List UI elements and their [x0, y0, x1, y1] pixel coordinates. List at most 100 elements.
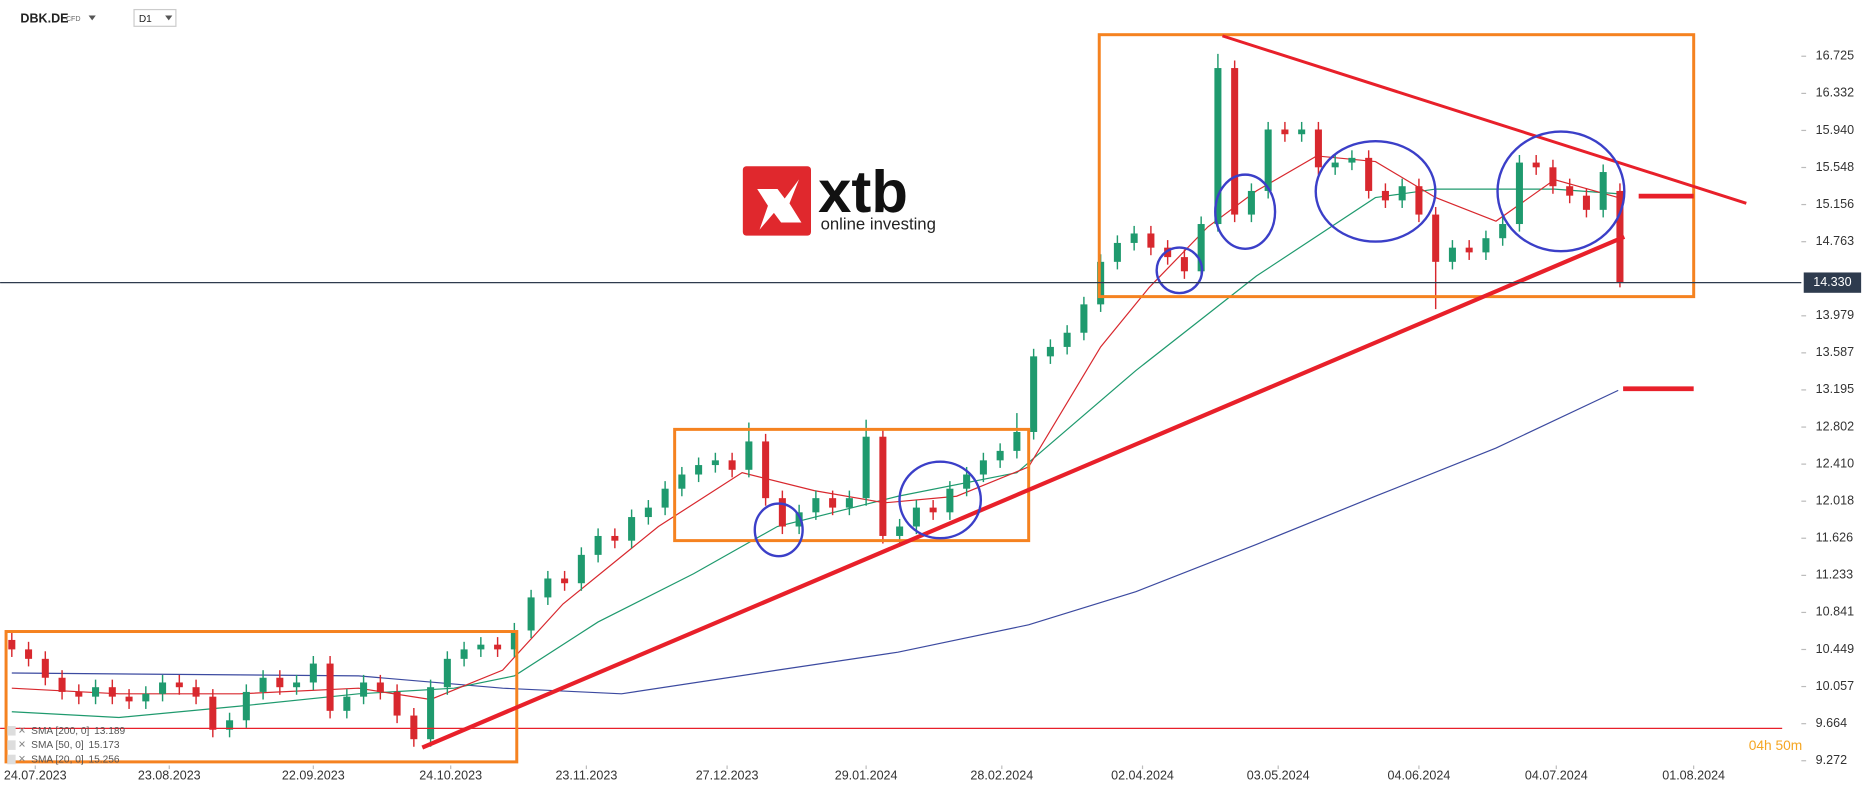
x-tick-label: 02.04.2024 — [1111, 769, 1174, 783]
sma-line — [11, 155, 1619, 701]
x-tick-label: 22.09.2023 — [282, 769, 345, 783]
countdown: 04h 50m — [1749, 738, 1803, 753]
toolbar: DBK.DE CFD D1 — [20, 8, 177, 27]
candle-body — [929, 507, 937, 513]
candle-body — [209, 696, 217, 730]
candle-body — [192, 687, 200, 697]
y-tick-label: 11.233 — [1816, 568, 1853, 582]
interval: D1 — [139, 14, 152, 25]
candle-body — [360, 682, 368, 697]
candle-body — [527, 597, 535, 631]
candle-body — [1432, 214, 1440, 262]
logo-tagline: online investing — [821, 214, 936, 233]
legend-icon — [7, 754, 16, 765]
candle-body — [1566, 186, 1574, 196]
candle-body — [661, 488, 669, 508]
candle-body — [1398, 186, 1406, 201]
last-price-label: 14.330 — [1813, 275, 1851, 289]
x-tick-label: 29.01.2024 — [835, 769, 898, 783]
candle-body — [1482, 238, 1490, 253]
y-tick-label: 15.156 — [1816, 197, 1854, 211]
candle-body — [410, 715, 418, 740]
x-tick-label: 23.11.2023 — [555, 769, 617, 783]
candle-body — [896, 526, 904, 536]
trend-line — [421, 234, 1626, 750]
candle-body — [1231, 68, 1239, 215]
symbol-dropdown[interactable] — [88, 15, 96, 21]
candle-body — [678, 474, 686, 489]
legend: ✕ SMA [200, 0] 13.189 ✕ SMA [50, 0] 15.173 ✕ SM… — [7, 725, 126, 765]
candle-body — [963, 474, 971, 489]
candle-body — [1515, 162, 1523, 225]
candle-body — [326, 663, 334, 711]
legend-value: 13.189 — [94, 725, 125, 736]
candle-body — [879, 436, 887, 536]
candle-body — [778, 498, 786, 527]
candle-body — [510, 630, 518, 650]
candle-body — [92, 687, 100, 697]
candle-body — [561, 578, 569, 584]
legend-value: 15.256 — [88, 754, 119, 765]
legend-remove: ✕ — [18, 754, 26, 765]
y-tick-label: 14.763 — [1816, 234, 1854, 248]
range-box — [1097, 33, 1696, 299]
logo: xtb online investing — [742, 158, 936, 236]
legend-value: 15.173 — [88, 740, 119, 751]
candle-body — [175, 682, 183, 688]
y-tick-label: 12.018 — [1816, 493, 1854, 507]
candle-body — [309, 663, 317, 683]
y-tick-label: 15.940 — [1816, 123, 1854, 137]
legend-icon — [7, 740, 16, 750]
highlight-circle — [1214, 173, 1277, 250]
candle-body — [577, 554, 585, 584]
candle-body — [1499, 224, 1507, 239]
interval-select[interactable] — [133, 8, 177, 27]
interval-dropdown[interactable] — [165, 15, 173, 21]
candle-body — [477, 644, 485, 650]
candle-body — [293, 682, 301, 688]
y-tick-label: 16.332 — [1816, 86, 1854, 100]
candle-body — [996, 450, 1004, 461]
candle-body — [41, 658, 49, 678]
x-tick-label: 28.02.2024 — [970, 769, 1033, 783]
instrument-type: CFD — [66, 15, 81, 23]
candle-body — [376, 682, 384, 692]
candle-body — [1599, 172, 1607, 210]
last-price-badge — [1803, 272, 1862, 293]
symbol: DBK.DE — [20, 11, 68, 25]
y-tick-label: 9.664 — [1816, 716, 1847, 730]
sma-line — [11, 389, 1619, 695]
candle-body — [611, 535, 619, 541]
y-tick-label: 12.410 — [1816, 456, 1854, 470]
highlight-circle — [1496, 130, 1626, 253]
candle-body — [845, 498, 853, 508]
candle-body — [8, 639, 16, 650]
x-tick-label: 24.07.2023 — [4, 769, 67, 783]
candle-body — [795, 512, 803, 527]
candle-body — [259, 677, 267, 692]
y-tick-label: 13.979 — [1816, 308, 1854, 322]
candle-body — [494, 644, 502, 650]
legend-name: SMA [50, 0] — [31, 740, 84, 751]
candle-body — [1030, 356, 1038, 432]
candle-body — [829, 498, 837, 508]
y-tick-label: 11.626 — [1816, 531, 1853, 545]
candle-body — [1281, 129, 1289, 135]
candle-body — [628, 517, 636, 541]
candle-body — [745, 441, 753, 470]
candle-body — [695, 465, 703, 475]
legend-entry: SMA [20, 0] 15.256 — [31, 754, 120, 765]
y-tick-label: 10.449 — [1816, 642, 1854, 656]
candle-body — [1381, 190, 1389, 201]
legend-entry: SMA [50, 0] 15.173 — [31, 740, 120, 751]
candle-body — [1214, 68, 1222, 225]
x-tick-label: 04.07.2024 — [1525, 769, 1588, 783]
legend-name: SMA [20, 0] — [31, 754, 84, 765]
candle-body — [276, 677, 284, 688]
candle-body — [1298, 129, 1306, 135]
highlight-circle — [1314, 139, 1437, 243]
candle-body — [912, 507, 920, 527]
